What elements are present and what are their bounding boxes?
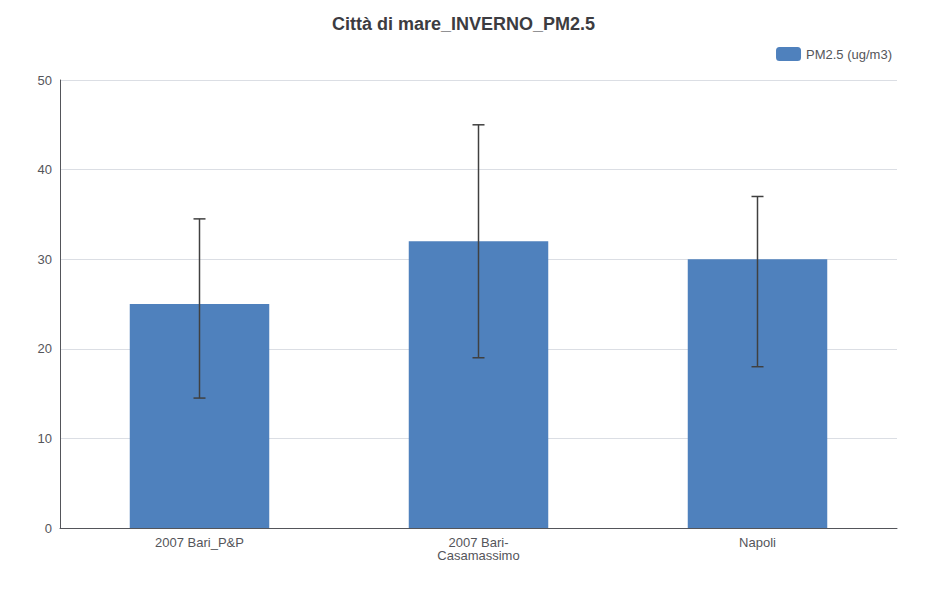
svg-text:Città di mare_INVERNO_PM2.5: Città di mare_INVERNO_PM2.5 xyxy=(332,14,595,34)
svg-text:0: 0 xyxy=(45,521,52,536)
svg-text:40: 40 xyxy=(38,162,52,177)
svg-text:Casamassimo: Casamassimo xyxy=(437,548,519,563)
svg-text:20: 20 xyxy=(38,341,52,356)
svg-text:2007 Bari-: 2007 Bari- xyxy=(448,535,509,550)
svg-text:PM2.5 (ug/m3): PM2.5 (ug/m3) xyxy=(806,47,892,62)
svg-text:30: 30 xyxy=(38,252,52,267)
svg-text:10: 10 xyxy=(38,431,52,446)
svg-text:2007 Bari_P&P: 2007 Bari_P&P xyxy=(155,535,244,550)
svg-text:Napoli: Napoli xyxy=(739,535,776,550)
svg-text:50: 50 xyxy=(38,73,52,88)
